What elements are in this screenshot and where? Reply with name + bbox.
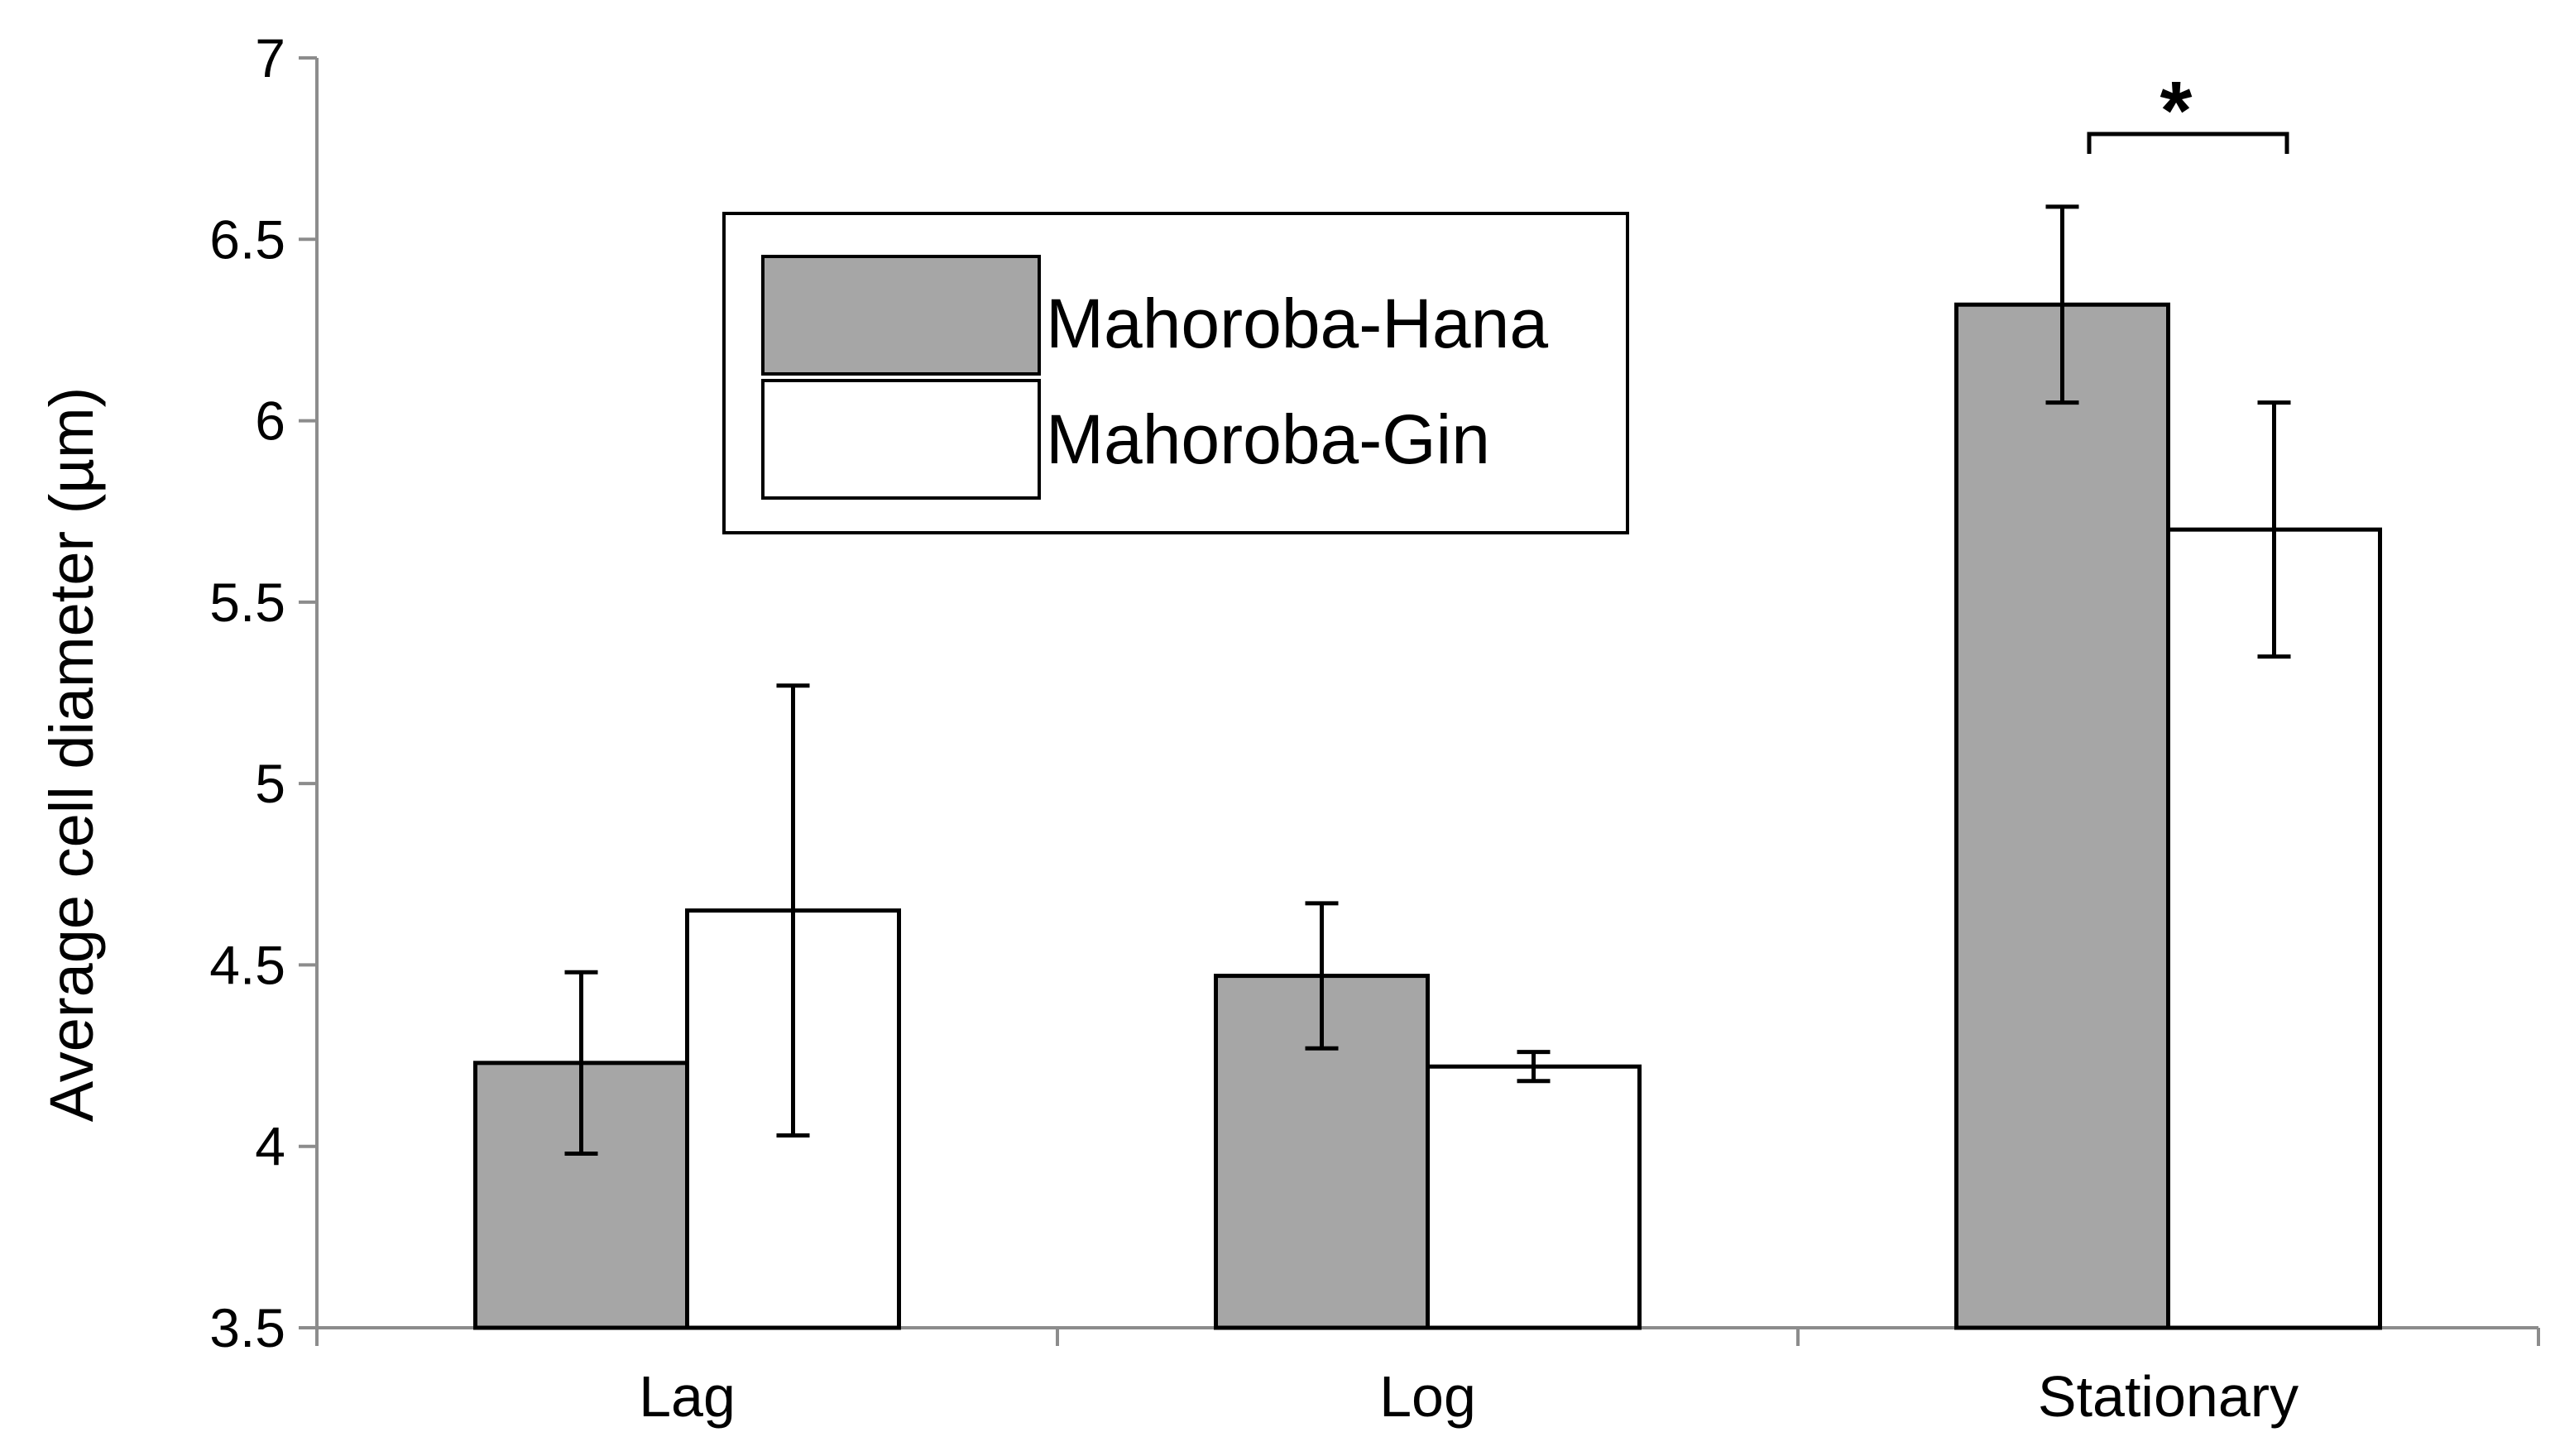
y-tick-label: 5: [255, 753, 285, 814]
x-category-label-lag: Lag: [639, 1364, 736, 1429]
significance-bracket: [2087, 132, 2289, 154]
error-bar-mahoroba-gin-lag: [776, 683, 810, 1138]
error-bar-mahoroba-gin-stationary: [2257, 400, 2291, 659]
y-tick-label: 4.5: [209, 934, 285, 995]
bar-mahoroba-hana-stationary: [1954, 302, 2170, 1330]
y-tick-label: 7: [255, 27, 285, 89]
significance-annotation: *: [2087, 65, 2289, 157]
y-axis-label: Average cell diameter (µm): [37, 387, 106, 1122]
x-categories: Lag Log Stationary: [639, 1364, 2299, 1429]
y-ticks: 3.5 4 4.5 5 5.5 6 6.5 7: [209, 27, 317, 1358]
error-bar-mahoroba-hana-log: [1305, 901, 1339, 1051]
legend-swatch-mahoroba-gin: [761, 379, 1041, 500]
legend: Mahoroba-Hana Mahoroba-Gin: [722, 212, 1629, 534]
x-category-label-stationary: Stationary: [2038, 1364, 2299, 1429]
y-tick-label: 6: [255, 390, 285, 452]
y-tick-label: 5.5: [209, 572, 285, 633]
bar-mahoroba-gin-log: [1426, 1064, 1642, 1330]
y-tick-label: 3.5: [209, 1297, 285, 1358]
error-bar-mahoroba-hana-stationary: [2045, 204, 2079, 405]
significance-star: *: [2160, 65, 2193, 157]
error-bar-mahoroba-gin-log: [1517, 1050, 1551, 1084]
x-category-label-log: Log: [1379, 1364, 1476, 1429]
legend-label-mahoroba-gin: Mahoroba-Gin: [1046, 400, 1490, 478]
legend-swatch-mahoroba-hana: [761, 255, 1041, 376]
y-tick-label: 4: [255, 1116, 285, 1177]
y-tick-label: 6.5: [209, 208, 285, 270]
error-bars: [564, 204, 2291, 1156]
legend-label-mahoroba-hana: Mahoroba-Hana: [1046, 285, 1548, 362]
bar-mahoroba-gin-stationary: [2166, 527, 2382, 1330]
error-bar-mahoroba-hana-lag: [564, 970, 598, 1156]
